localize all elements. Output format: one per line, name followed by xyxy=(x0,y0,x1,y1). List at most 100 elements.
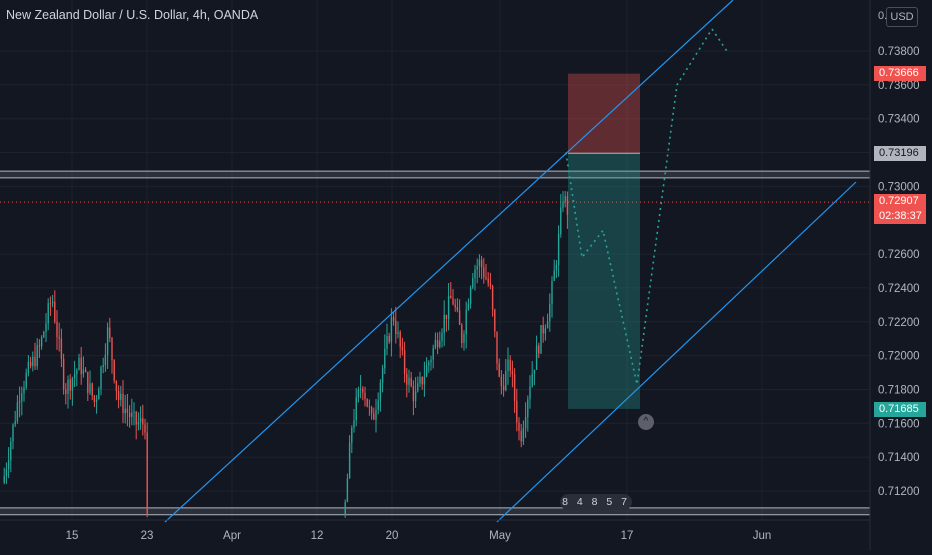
candle-body xyxy=(102,365,104,367)
price-tick-label: 0.72200 xyxy=(878,317,920,329)
candle-body xyxy=(546,321,549,329)
candle-body xyxy=(84,369,87,372)
candle-body xyxy=(56,321,58,337)
currency-button[interactable]: USD xyxy=(886,7,918,27)
price-axis[interactable]: 0.738000.736000.734000.732000.730000.726… xyxy=(869,0,920,550)
candle xyxy=(505,358,507,392)
candle xyxy=(527,395,529,432)
candle xyxy=(392,311,395,326)
candle xyxy=(478,254,481,278)
candle xyxy=(381,364,384,393)
candle-body xyxy=(58,336,60,339)
candle xyxy=(78,353,80,371)
candle xyxy=(522,420,525,446)
candle xyxy=(560,194,562,238)
candle-body xyxy=(474,269,476,279)
candle xyxy=(95,395,98,414)
candle xyxy=(434,332,437,350)
candle-body xyxy=(524,417,527,429)
price-tick-label: 0.73400 xyxy=(878,114,920,126)
candle-body xyxy=(425,365,428,377)
candle xyxy=(32,351,34,372)
candle-body xyxy=(78,357,80,371)
candle xyxy=(146,422,148,518)
candle-body xyxy=(432,348,434,360)
candle-body xyxy=(370,407,373,414)
candle xyxy=(379,379,382,412)
candle-body xyxy=(428,362,430,366)
trend-channel[interactable] xyxy=(164,0,857,523)
candle-body xyxy=(472,278,474,288)
price-tick-label: 0.73000 xyxy=(878,181,920,193)
candle xyxy=(494,308,496,338)
candle-body xyxy=(10,441,12,461)
candle xyxy=(386,323,388,356)
candle-body xyxy=(518,422,520,431)
price-tick-label: 0.71800 xyxy=(878,384,920,396)
candle xyxy=(10,437,12,473)
candle-body xyxy=(397,332,399,335)
candle-body xyxy=(73,374,76,379)
candle xyxy=(509,355,511,377)
candle xyxy=(472,273,474,290)
candle-body xyxy=(562,201,564,208)
candle xyxy=(120,385,122,407)
candle xyxy=(368,399,371,416)
candle-body xyxy=(71,378,74,391)
price-tick-label: 0.72400 xyxy=(878,283,920,295)
candle xyxy=(73,360,76,388)
candle-body xyxy=(399,332,401,348)
candle-body xyxy=(483,267,485,278)
candle xyxy=(399,330,401,358)
candle-body xyxy=(7,460,10,470)
candle xyxy=(469,285,472,309)
candle xyxy=(454,298,456,312)
candle xyxy=(483,257,485,284)
candle xyxy=(540,324,542,354)
candle-body xyxy=(553,270,555,281)
candle xyxy=(113,359,115,384)
candle xyxy=(357,386,360,403)
support-level-band xyxy=(0,507,870,515)
candle-body xyxy=(14,421,16,425)
candle-body xyxy=(128,412,131,417)
risk-reward-zones xyxy=(568,73,640,409)
candle xyxy=(425,357,428,378)
candle-body xyxy=(373,413,375,420)
candle-body xyxy=(47,303,49,324)
price-tick-label: 0.72000 xyxy=(878,351,920,363)
candle xyxy=(51,294,54,308)
candle xyxy=(131,398,133,426)
candle-body xyxy=(351,427,353,443)
candle xyxy=(5,462,8,484)
candle xyxy=(34,342,36,370)
candle xyxy=(27,355,30,377)
candle xyxy=(465,301,467,349)
candle xyxy=(58,322,60,352)
candle xyxy=(7,447,10,479)
time-axis[interactable]: 15 23 Apr 12 20 May 17 Jun xyxy=(0,519,870,542)
candle xyxy=(91,382,93,401)
candle xyxy=(562,191,564,213)
candle-body xyxy=(379,382,382,401)
candle xyxy=(535,335,538,370)
time-tick-label: 23 xyxy=(141,530,154,542)
candle-body xyxy=(104,354,107,366)
candle xyxy=(507,347,509,385)
candle-body xyxy=(434,339,437,349)
candle-body xyxy=(549,304,551,322)
candle-body xyxy=(346,478,349,502)
candle-body xyxy=(353,420,355,428)
grid-lines xyxy=(0,0,870,520)
candle xyxy=(450,282,452,299)
candle-body xyxy=(133,411,135,413)
candle xyxy=(408,369,410,393)
candle-body xyxy=(408,377,410,385)
candle-body xyxy=(452,298,454,305)
candle xyxy=(518,417,520,441)
scroll-to-realtime-icon[interactable]: ^ xyxy=(638,414,654,430)
candle-body xyxy=(69,379,71,391)
candle-body xyxy=(509,359,511,372)
